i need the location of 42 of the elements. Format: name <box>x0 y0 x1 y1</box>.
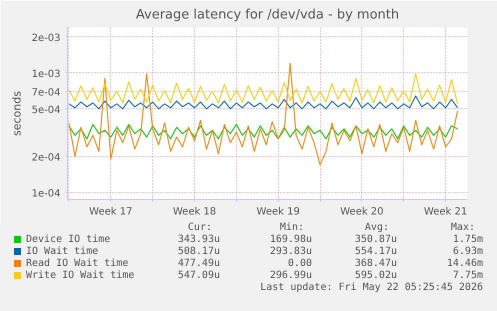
text: Avg: <box>364 222 389 234</box>
line-series <box>68 62 458 166</box>
y-tick-label: 1e-04 <box>32 188 61 200</box>
x-tick-label: Week 17 <box>89 206 132 218</box>
text: 343.93u <box>178 234 220 246</box>
text: 595.02u <box>354 270 397 282</box>
text: Max: <box>450 222 475 234</box>
x-tick-label: Week 20 <box>340 206 384 218</box>
text: 350.87u <box>354 234 397 246</box>
text: 296.99u <box>270 270 312 282</box>
x-tick-label: Week 18 <box>172 206 216 218</box>
legend-label: Device IO time <box>26 234 110 246</box>
line-series <box>68 124 458 140</box>
text: 7.75m <box>452 270 483 282</box>
text: 293.83u <box>270 246 312 258</box>
text: 0.00 <box>288 258 312 270</box>
legend-label: Write IO Wait time <box>26 270 134 282</box>
chart-title: Average latency for /dev/vda - by month <box>136 8 400 22</box>
text: 6.93m <box>452 246 483 258</box>
text: 508.17u <box>178 246 220 258</box>
text: Cur: <box>188 222 212 234</box>
text: 14.46m <box>446 258 483 270</box>
text: 1.75m <box>452 234 483 246</box>
y-axis-title: seconds <box>10 90 24 136</box>
text: 368.47u <box>354 258 397 270</box>
x-tick-label: Week 21 <box>424 206 468 218</box>
y-tick-label: 1e-03 <box>32 68 61 80</box>
y-tick-label: 2e-03 <box>32 32 61 44</box>
y-tick-label: 5e-04 <box>32 104 61 116</box>
text: Min: <box>280 222 304 234</box>
legend-label: Read IO Wait time <box>26 258 128 270</box>
line-series <box>68 73 458 104</box>
x-tick-label: Week 19 <box>256 206 300 218</box>
text: Last update: Fri May 22 05:25:45 2026 <box>260 282 483 294</box>
text: 554.17u <box>354 246 397 258</box>
line-series <box>68 96 458 110</box>
text: 547.09u <box>178 270 220 282</box>
y-tick-label: 2e-04 <box>32 152 61 164</box>
text: 169.98u <box>270 234 312 246</box>
text: 477.49u <box>178 258 220 270</box>
legend-label: IO Wait time <box>26 246 98 258</box>
y-tick-label: 7e-04 <box>32 87 61 98</box>
